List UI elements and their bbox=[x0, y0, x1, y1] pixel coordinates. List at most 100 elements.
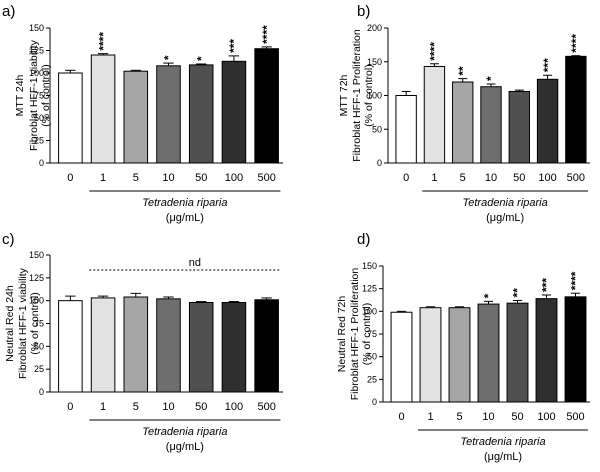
y-axis-label: Fibroblat HFF-1 viability bbox=[28, 39, 40, 151]
y-tick-label: 200 bbox=[367, 23, 382, 33]
x-tick-label: 5 bbox=[456, 411, 462, 423]
x-tick-label: 100 bbox=[537, 411, 555, 423]
x-tick-label: 100 bbox=[538, 172, 556, 184]
y-axis-label: (% of control) bbox=[361, 303, 373, 365]
x-tick-label: 50 bbox=[195, 401, 207, 413]
y-tick-label: 0 bbox=[372, 397, 377, 407]
x-tick-label: 1 bbox=[100, 172, 106, 184]
significance-label: * bbox=[194, 56, 208, 61]
bar bbox=[221, 60, 247, 164]
panel-label: b) bbox=[357, 3, 370, 20]
y-tick-label: 100 bbox=[367, 91, 382, 101]
significance-label: * bbox=[482, 293, 496, 298]
bar bbox=[506, 302, 529, 403]
bar bbox=[448, 307, 471, 403]
unit-label: (μg/mL) bbox=[166, 212, 204, 224]
bar bbox=[188, 64, 214, 164]
x-tick-label: 5 bbox=[460, 172, 466, 184]
bar bbox=[508, 90, 530, 164]
y-axis-label: MTT 72h bbox=[338, 74, 350, 116]
y-tick-label: 125 bbox=[362, 284, 377, 294]
x-tick-label: 10 bbox=[162, 172, 174, 184]
annotation-label: nd bbox=[189, 257, 201, 269]
unit-label: (μg/mL) bbox=[484, 451, 522, 463]
x-tick-label: 500 bbox=[566, 411, 584, 423]
unit-label: (μg/mL) bbox=[486, 212, 524, 224]
bar bbox=[477, 303, 500, 403]
bar bbox=[480, 86, 502, 164]
bar bbox=[90, 297, 116, 393]
y-axis-label: Fibroblat HFF-1 viability bbox=[17, 267, 29, 379]
x-tick-label: 0 bbox=[67, 172, 73, 184]
y-tick-label: 25 bbox=[367, 374, 377, 384]
x-tick-label: 0 bbox=[398, 411, 404, 423]
x-tick-label: 1 bbox=[427, 411, 433, 423]
bar bbox=[254, 48, 279, 164]
y-tick-label: 50 bbox=[34, 113, 44, 123]
bar bbox=[390, 311, 413, 403]
bar bbox=[123, 296, 149, 393]
bar bbox=[156, 298, 181, 393]
group-label: Tetradenia riparia bbox=[463, 197, 548, 209]
chart-panel-4: d) Neutral Red 72h Fibroblat HFF-1 Prolife… bbox=[336, 231, 590, 463]
bar bbox=[58, 72, 83, 164]
y-tick-label: 150 bbox=[367, 57, 382, 67]
panel-label: c) bbox=[2, 231, 15, 248]
significance-label: **** bbox=[569, 34, 583, 53]
x-tick-label: 5 bbox=[133, 172, 139, 184]
y-tick-label: 150 bbox=[29, 250, 44, 260]
x-tick-label: 1 bbox=[431, 172, 437, 184]
x-tick-label: 10 bbox=[482, 411, 494, 423]
group-label: Tetradenia riparia bbox=[142, 426, 227, 438]
x-tick-label: 10 bbox=[162, 401, 174, 413]
y-tick-label: 50 bbox=[34, 341, 44, 351]
y-tick-label: 0 bbox=[377, 158, 382, 168]
x-tick-label: 500 bbox=[257, 172, 275, 184]
y-tick-label: 50 bbox=[372, 124, 382, 134]
significance-label: *** bbox=[227, 39, 241, 53]
y-tick-label: 100 bbox=[29, 68, 44, 78]
significance-label: *** bbox=[540, 278, 554, 292]
significance-label: * bbox=[162, 55, 176, 60]
y-tick-label: 25 bbox=[34, 136, 44, 146]
y-tick-label: 25 bbox=[34, 364, 44, 374]
significance-label: ** bbox=[456, 66, 470, 76]
bar bbox=[254, 299, 279, 393]
y-tick-label: 100 bbox=[29, 296, 44, 306]
bar bbox=[90, 54, 116, 164]
x-tick-label: 500 bbox=[567, 172, 585, 184]
bar bbox=[452, 81, 474, 164]
y-axis-label: (% of control) bbox=[29, 292, 41, 354]
y-axis-label: Neutral Red 72h bbox=[336, 296, 348, 373]
x-tick-label: 50 bbox=[511, 411, 523, 423]
bar bbox=[419, 307, 442, 403]
y-tick-label: 150 bbox=[362, 261, 377, 271]
bar bbox=[156, 65, 181, 164]
bar bbox=[535, 298, 558, 403]
chart-panel-1: a)MTT 24h Fibroblat HFF-1 viability (% of … bbox=[2, 3, 283, 224]
y-axis-label: (% of control) bbox=[363, 64, 375, 126]
chart-panel-2: b) MTT 72h Fibroblat HFF-1 Proliferation (%… bbox=[338, 3, 590, 224]
bar bbox=[536, 78, 559, 164]
x-tick-label: 50 bbox=[195, 172, 207, 184]
y-tick-label: 0 bbox=[39, 158, 44, 168]
y-axis-label: Fibroblat HFF-1 Proliferation bbox=[351, 29, 363, 162]
significance-label: *** bbox=[541, 58, 555, 72]
significance-label: ** bbox=[511, 288, 525, 298]
group-label: Tetradenia riparia bbox=[460, 436, 545, 448]
y-tick-label: 100 bbox=[362, 306, 377, 316]
bar bbox=[58, 300, 83, 393]
significance-label: **** bbox=[428, 42, 442, 61]
y-axis-label: Neutral Red 24h bbox=[4, 285, 16, 362]
panel-label: a) bbox=[2, 3, 15, 20]
bar bbox=[123, 70, 149, 164]
y-tick-label: 75 bbox=[34, 319, 44, 329]
chart-panel-3: c) Neutral Red 24h Fibroblat HFF-1 viabili… bbox=[2, 231, 283, 453]
significance-label: **** bbox=[96, 32, 110, 51]
x-tick-label: 100 bbox=[225, 401, 243, 413]
x-tick-label: 5 bbox=[133, 401, 139, 413]
y-tick-label: 125 bbox=[29, 273, 44, 283]
significance-label: **** bbox=[260, 25, 274, 44]
bar bbox=[564, 296, 587, 403]
